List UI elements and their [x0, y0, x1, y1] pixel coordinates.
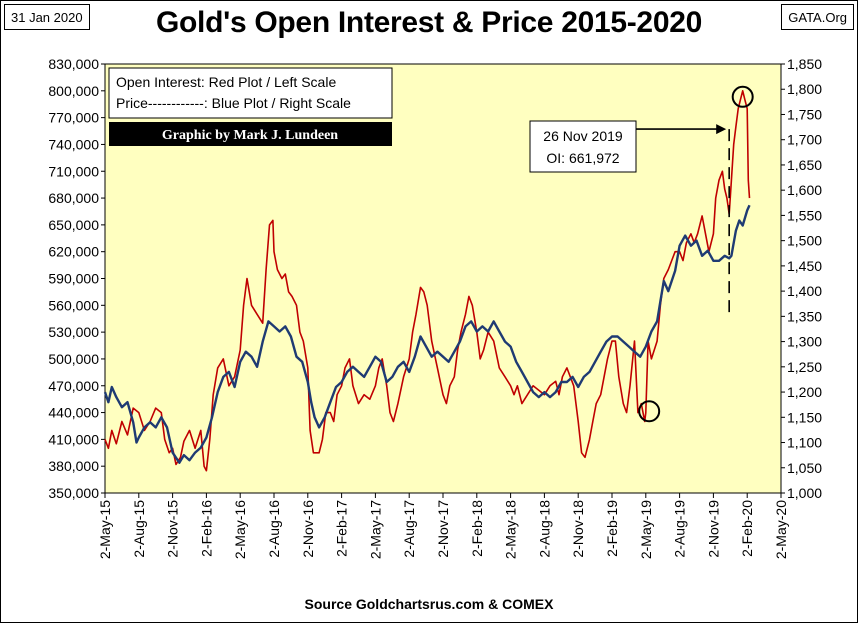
- x-tick-label: 2-Nov-18: [570, 500, 586, 558]
- x-axis: 2-May-15 2-Aug-15 2-Nov-15 2-Feb-16 2-May-16…: [97, 493, 789, 559]
- left-tick-label: 380,000: [48, 458, 99, 474]
- x-tick-label: 2-Feb-20: [739, 500, 755, 557]
- right-tick-label: 1,600: [787, 182, 822, 198]
- left-tick-label: 560,000: [48, 297, 99, 313]
- right-tick-label: 1,050: [787, 460, 822, 476]
- legend-box: Open Interest: Red Plot / Left Scale Pri…: [108, 67, 393, 119]
- source-caption: Source Goldchartsrus.com & COMEX: [304, 596, 554, 612]
- credit-text: Graphic by Mark J. Lundeen: [162, 128, 338, 143]
- right-tick-label: 1,100: [787, 435, 822, 451]
- highlight-circle: [638, 400, 661, 423]
- left-tick-label: 770,000: [48, 110, 99, 126]
- series-layer: [103, 90, 751, 472]
- x-tick-label: 2-Feb-18: [469, 500, 485, 557]
- x-tick-label: 2-Nov-15: [165, 500, 181, 558]
- right-tick-label: 1,200: [787, 384, 822, 400]
- annotation-box: 26 Nov 2019 OI: 661,972: [529, 120, 637, 173]
- x-tick-label: 2-Aug-15: [131, 500, 147, 558]
- legend-price: Price------------: Blue Plot / Right Sca…: [116, 95, 351, 111]
- right-tick-label: 1,400: [787, 283, 822, 299]
- right-tick-label: 1,250: [787, 359, 822, 375]
- x-tick-label: 2-May-20: [773, 500, 789, 559]
- x-tick-label: 2-May-19: [638, 500, 654, 559]
- right-tick-label: 1,500: [787, 233, 822, 249]
- x-tick-label: 2-Aug-17: [401, 500, 417, 558]
- left-tick-label: 800,000: [48, 83, 99, 99]
- annotation-date: 26 Nov 2019: [543, 128, 623, 144]
- x-tick-label: 2-Feb-17: [334, 500, 350, 557]
- left-tick-label: 350,000: [48, 485, 99, 501]
- x-tick-label: 2-Nov-17: [435, 500, 451, 558]
- left-tick-label: 590,000: [48, 271, 99, 287]
- right-tick-label: 1,300: [787, 334, 822, 350]
- left-tick-label: 620,000: [48, 244, 99, 260]
- x-tick-label: 2-Nov-16: [300, 500, 316, 558]
- right-tick-label: 1,000: [787, 485, 822, 501]
- left-tick-label: 440,000: [48, 405, 99, 421]
- legend-open-interest: Open Interest: Red Plot / Left Scale: [116, 74, 336, 90]
- left-tick-label: 410,000: [48, 431, 99, 447]
- left-tick-label: 740,000: [48, 136, 99, 152]
- annotation-arrow-head: [716, 124, 727, 135]
- x-tick-label: 2-Feb-19: [604, 500, 620, 557]
- left-axis: 350,000 380,000 410,000 440,000 470,000 500,0…: [48, 56, 105, 501]
- right-tick-label: 1,650: [787, 157, 822, 173]
- open-interest-line: [104, 90, 751, 472]
- highlight-circle: [731, 85, 754, 108]
- x-tick-label: 2-Feb-16: [198, 500, 214, 557]
- left-tick-label: 500,000: [48, 351, 99, 367]
- chart-title: Gold's Open Interest & Price 2015-2020: [156, 6, 702, 39]
- x-tick-label: 2-Aug-18: [536, 500, 552, 558]
- annotation-oi: OI: 661,972: [546, 150, 619, 166]
- marker-layer: [636, 85, 754, 423]
- left-tick-label: 830,000: [48, 56, 99, 72]
- right-tick-label: 1,550: [787, 207, 822, 223]
- right-tick-label: 1,700: [787, 132, 822, 148]
- left-tick-label: 650,000: [48, 217, 99, 233]
- price-line: [103, 204, 751, 464]
- right-tick-label: 1,350: [787, 308, 822, 324]
- x-tick-label: 2-Aug-16: [266, 500, 282, 558]
- x-tick-label: 2-Aug-19: [672, 500, 688, 558]
- x-tick-label: 2-May-15: [97, 500, 113, 559]
- right-axis: 1,000 1,050 1,100 1,150 1,200 1,250 1,300 1,350…: [781, 56, 822, 501]
- x-tick-label: 2-May-17: [367, 500, 383, 559]
- right-tick-label: 1,800: [787, 81, 822, 97]
- right-tick-label: 1,850: [787, 56, 822, 72]
- x-tick-label: 2-May-16: [232, 500, 248, 559]
- left-tick-label: 470,000: [48, 378, 99, 394]
- right-tick-label: 1,750: [787, 106, 822, 122]
- left-tick-label: 680,000: [48, 190, 99, 206]
- right-tick-label: 1,450: [787, 258, 822, 274]
- left-tick-label: 710,000: [48, 163, 99, 179]
- x-tick-label: 2-Nov-19: [705, 500, 721, 558]
- date-box: 31 Jan 2020: [4, 4, 90, 30]
- right-tick-label: 1,150: [787, 409, 822, 425]
- credit-box: Graphic by Mark J. Lundeen: [109, 122, 392, 146]
- left-tick-label: 530,000: [48, 324, 99, 340]
- x-tick-label: 2-May-18: [503, 500, 519, 559]
- site-box: GATA.Org: [781, 4, 854, 30]
